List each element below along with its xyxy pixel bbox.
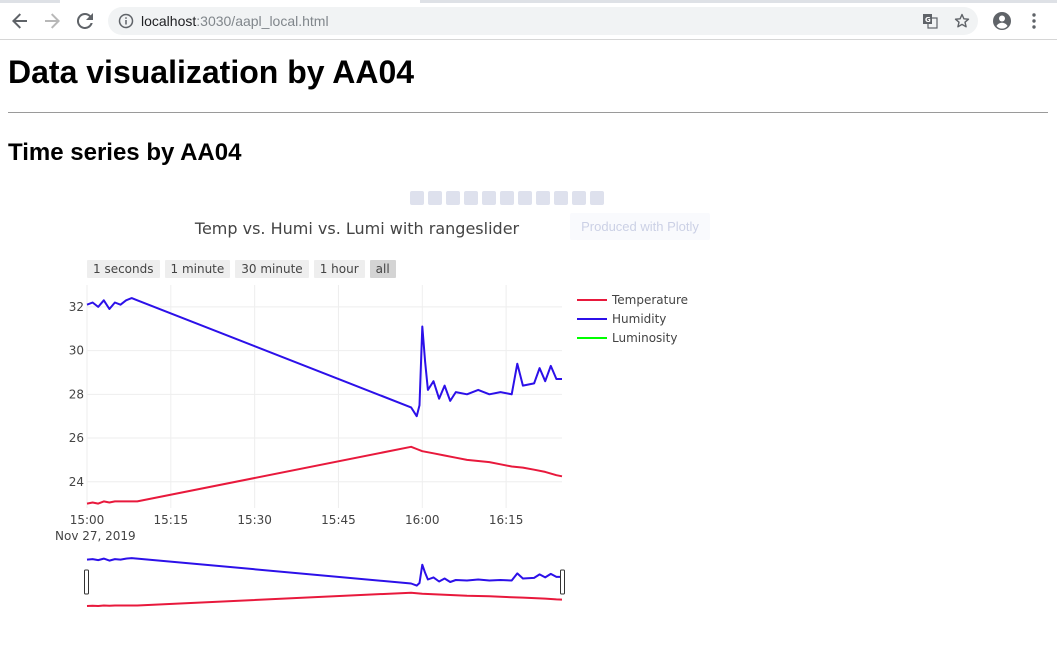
- pan-icon[interactable]: [446, 191, 460, 205]
- modebar-tooltip: Produced with Plotly: [570, 213, 710, 240]
- active-tab[interactable]: [60, 0, 420, 3]
- legend-item-humidity[interactable]: Humidity: [577, 312, 666, 326]
- rangeslider-line-temperature: [86, 591, 563, 607]
- reset-axes-icon[interactable]: [518, 191, 532, 205]
- legend-label: Humidity: [612, 312, 666, 326]
- zoom-out-icon[interactable]: [482, 191, 496, 205]
- x-tick-label: 16:00: [405, 513, 440, 527]
- y-tick-label: 30: [69, 344, 84, 358]
- series-line-humidity: [86, 297, 562, 418]
- browser-toolbar: localhost:3030/aapl_local.html G: [0, 3, 1057, 40]
- camera-icon[interactable]: [410, 191, 424, 205]
- zoom-icon[interactable]: [428, 191, 442, 205]
- range-button-all[interactable]: all: [369, 260, 396, 278]
- x-tick-label: 15:45: [321, 513, 356, 527]
- range-button-1-minute[interactable]: 1 minute: [164, 260, 231, 278]
- legend-item-temperature[interactable]: Temperature: [577, 293, 688, 307]
- range-selector: 1 seconds 1 minute 30 minute 1 hour all: [87, 260, 396, 278]
- spike-lines-icon[interactable]: [536, 191, 550, 205]
- rangeslider-line-humidity: [86, 557, 562, 587]
- range-button-1-hour[interactable]: 1 hour: [313, 260, 365, 278]
- page-title: Data visualization by AA04: [8, 54, 415, 90]
- legend-label: Temperature: [611, 293, 688, 307]
- tab-strip: [0, 0, 1057, 3]
- plotly-modebar[interactable]: [410, 188, 604, 208]
- section-title: Time series by AA04: [8, 139, 242, 166]
- back-arrow-icon: [12, 13, 27, 29]
- account-button[interactable]: [990, 9, 1014, 33]
- zoom-in-icon[interactable]: [464, 191, 478, 205]
- x-tick-label: 15:00: [70, 513, 105, 527]
- y-tick-label: 32: [69, 300, 84, 314]
- range-button-1-seconds[interactable]: 1 seconds: [87, 260, 160, 278]
- translate-icon[interactable]: G: [922, 13, 938, 29]
- star-icon[interactable]: [954, 13, 970, 29]
- hover-closest-icon[interactable]: [554, 191, 568, 205]
- rangeslider-right-handle[interactable]: [560, 569, 565, 595]
- legend-item-luminosity[interactable]: Luminosity: [577, 331, 677, 345]
- autoscale-icon[interactable]: [500, 191, 514, 205]
- address-bar[interactable]: localhost:3030/aapl_local.html G: [108, 7, 978, 35]
- url-path: :3030/aapl_local.html: [196, 13, 329, 29]
- reload-button[interactable]: [73, 9, 97, 33]
- reload-icon: [77, 13, 93, 29]
- forward-button[interactable]: [40, 9, 64, 33]
- chart-title: Temp vs. Humi vs. Lumi with rangeslider: [194, 219, 520, 238]
- back-button[interactable]: [8, 9, 32, 33]
- y-tick-label: 26: [69, 431, 84, 445]
- url-text[interactable]: localhost:3030/aapl_local.html: [141, 13, 329, 29]
- rangeslider-left-handle[interactable]: [84, 569, 89, 595]
- menu-button[interactable]: [1022, 9, 1046, 33]
- y-tick-label: 24: [69, 475, 84, 489]
- account-icon: [993, 12, 1011, 30]
- x-tick-label: 15:15: [154, 513, 189, 527]
- url-host: localhost: [141, 13, 197, 29]
- y-tick-label: 28: [69, 387, 84, 401]
- horizontal-rule: [8, 112, 1048, 113]
- x-tick-label: 15:30: [237, 513, 272, 527]
- hover-compare-icon[interactable]: [572, 191, 586, 205]
- info-icon[interactable]: [118, 13, 134, 29]
- legend-label: Luminosity: [612, 331, 677, 345]
- forward-arrow-icon: [45, 13, 60, 29]
- x-tick-label: 16:15: [489, 513, 524, 527]
- range-button-30-minute[interactable]: 30 minute: [235, 260, 309, 278]
- svg-text:G: G: [925, 16, 931, 24]
- menu-icon: [1032, 13, 1036, 29]
- plotly-logo-icon[interactable]: [590, 191, 604, 205]
- series-line-temperature: [86, 445, 563, 505]
- x-date-label: Nov 27, 2019: [55, 529, 136, 543]
